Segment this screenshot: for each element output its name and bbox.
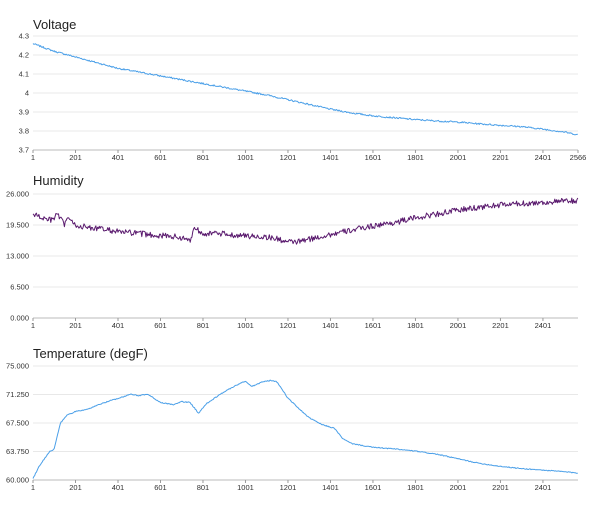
x-tick-label: 201 <box>69 321 82 330</box>
y-tick-label: 3.7 <box>19 146 29 155</box>
y-tick-label: 4.1 <box>19 70 29 79</box>
x-tick-label: 401 <box>112 483 125 492</box>
y-tick-label: 4.2 <box>19 51 29 60</box>
y-tick-label: 75.000 <box>6 362 29 371</box>
y-tick-label: 0.000 <box>10 314 29 323</box>
x-tick-label: 401 <box>112 321 125 330</box>
x-tick-label: 801 <box>197 321 210 330</box>
temperature-panel: Temperature (degF) 75.000 71.250 67.500 63.… <box>0 340 600 508</box>
x-tick-label: 1 <box>31 153 35 162</box>
x-tick-label: 2401 <box>535 483 552 492</box>
x-tick-label: 1801 <box>407 153 424 162</box>
chart-title-voltage: Voltage <box>33 17 77 32</box>
x-tick-label: 801 <box>197 153 210 162</box>
x-tick-label: 1601 <box>365 321 382 330</box>
voltage-chart: 4.34.24.143.93.83.71 201 401 601 801 1001 1201… <box>19 32 587 163</box>
x-tick-label: 2566 <box>570 153 587 162</box>
chart-title-temperature: Temperature (degF) <box>33 346 148 361</box>
x-tick-label: 1201 <box>280 153 297 162</box>
y-tick-label: 63.750 <box>6 447 29 456</box>
x-tick-label: 601 <box>154 153 167 162</box>
y-tick-label: 67.500 <box>6 419 29 428</box>
y-tick-label: 60.000 <box>6 476 29 485</box>
x-tick-label: 1801 <box>407 321 424 330</box>
y-tick-label: 19.500 <box>6 221 29 230</box>
x-tick-label: 801 <box>197 483 210 492</box>
series-line <box>32 379 578 479</box>
x-tick-label: 1 <box>31 483 35 492</box>
x-tick-label: 2201 <box>492 153 509 162</box>
x-tick-label: 2201 <box>492 483 509 492</box>
y-tick-label: 3.8 <box>19 127 29 136</box>
x-tick-label: 1601 <box>365 483 382 492</box>
y-tick-label: 4 <box>25 89 29 98</box>
y-tick-label: 4.3 <box>19 32 29 41</box>
x-tick-label: 2401 <box>535 153 552 162</box>
x-tick-label: 1201 <box>280 321 297 330</box>
x-tick-label: 2001 <box>450 483 467 492</box>
x-tick-label: 1001 <box>237 153 254 162</box>
x-tick-label: 1801 <box>407 483 424 492</box>
y-tick-label: 3.9 <box>19 108 29 117</box>
series-line <box>32 43 578 136</box>
series-line <box>32 197 579 245</box>
x-tick-label: 2001 <box>450 153 467 162</box>
x-tick-label: 1601 <box>365 153 382 162</box>
x-tick-label: 1001 <box>237 483 254 492</box>
x-tick-label: 201 <box>69 483 82 492</box>
voltage-panel: Voltage 4.3 4.2 4.1 4 3.9 3.8 3.7 1 201 401 601 801… <box>0 0 600 168</box>
y-tick-label: 26.000 <box>6 190 29 199</box>
x-tick-label: 2401 <box>535 321 552 330</box>
y-tick-label: 71.250 <box>6 390 29 399</box>
x-tick-label: 1001 <box>237 321 254 330</box>
x-tick-label: 401 <box>112 153 125 162</box>
y-tick-label: 6.500 <box>10 283 29 292</box>
x-tick-label: 2001 <box>450 321 467 330</box>
humidity-panel: Humidity 26.000 19.500 13.000 6.500 0.000 1 20… <box>0 168 600 340</box>
x-tick-label: 1401 <box>322 153 339 162</box>
chart-title-humidity: Humidity <box>33 173 84 188</box>
x-tick-label: 601 <box>154 483 167 492</box>
x-tick-label: 201 <box>69 153 82 162</box>
x-tick-label: 601 <box>154 321 167 330</box>
x-tick-label: 1201 <box>280 483 297 492</box>
x-tick-label: 2201 <box>492 321 509 330</box>
y-tick-label: 13.000 <box>6 252 29 261</box>
x-tick-label: 1 <box>31 321 35 330</box>
x-tick-label: 1401 <box>322 321 339 330</box>
x-tick-label: 1401 <box>322 483 339 492</box>
